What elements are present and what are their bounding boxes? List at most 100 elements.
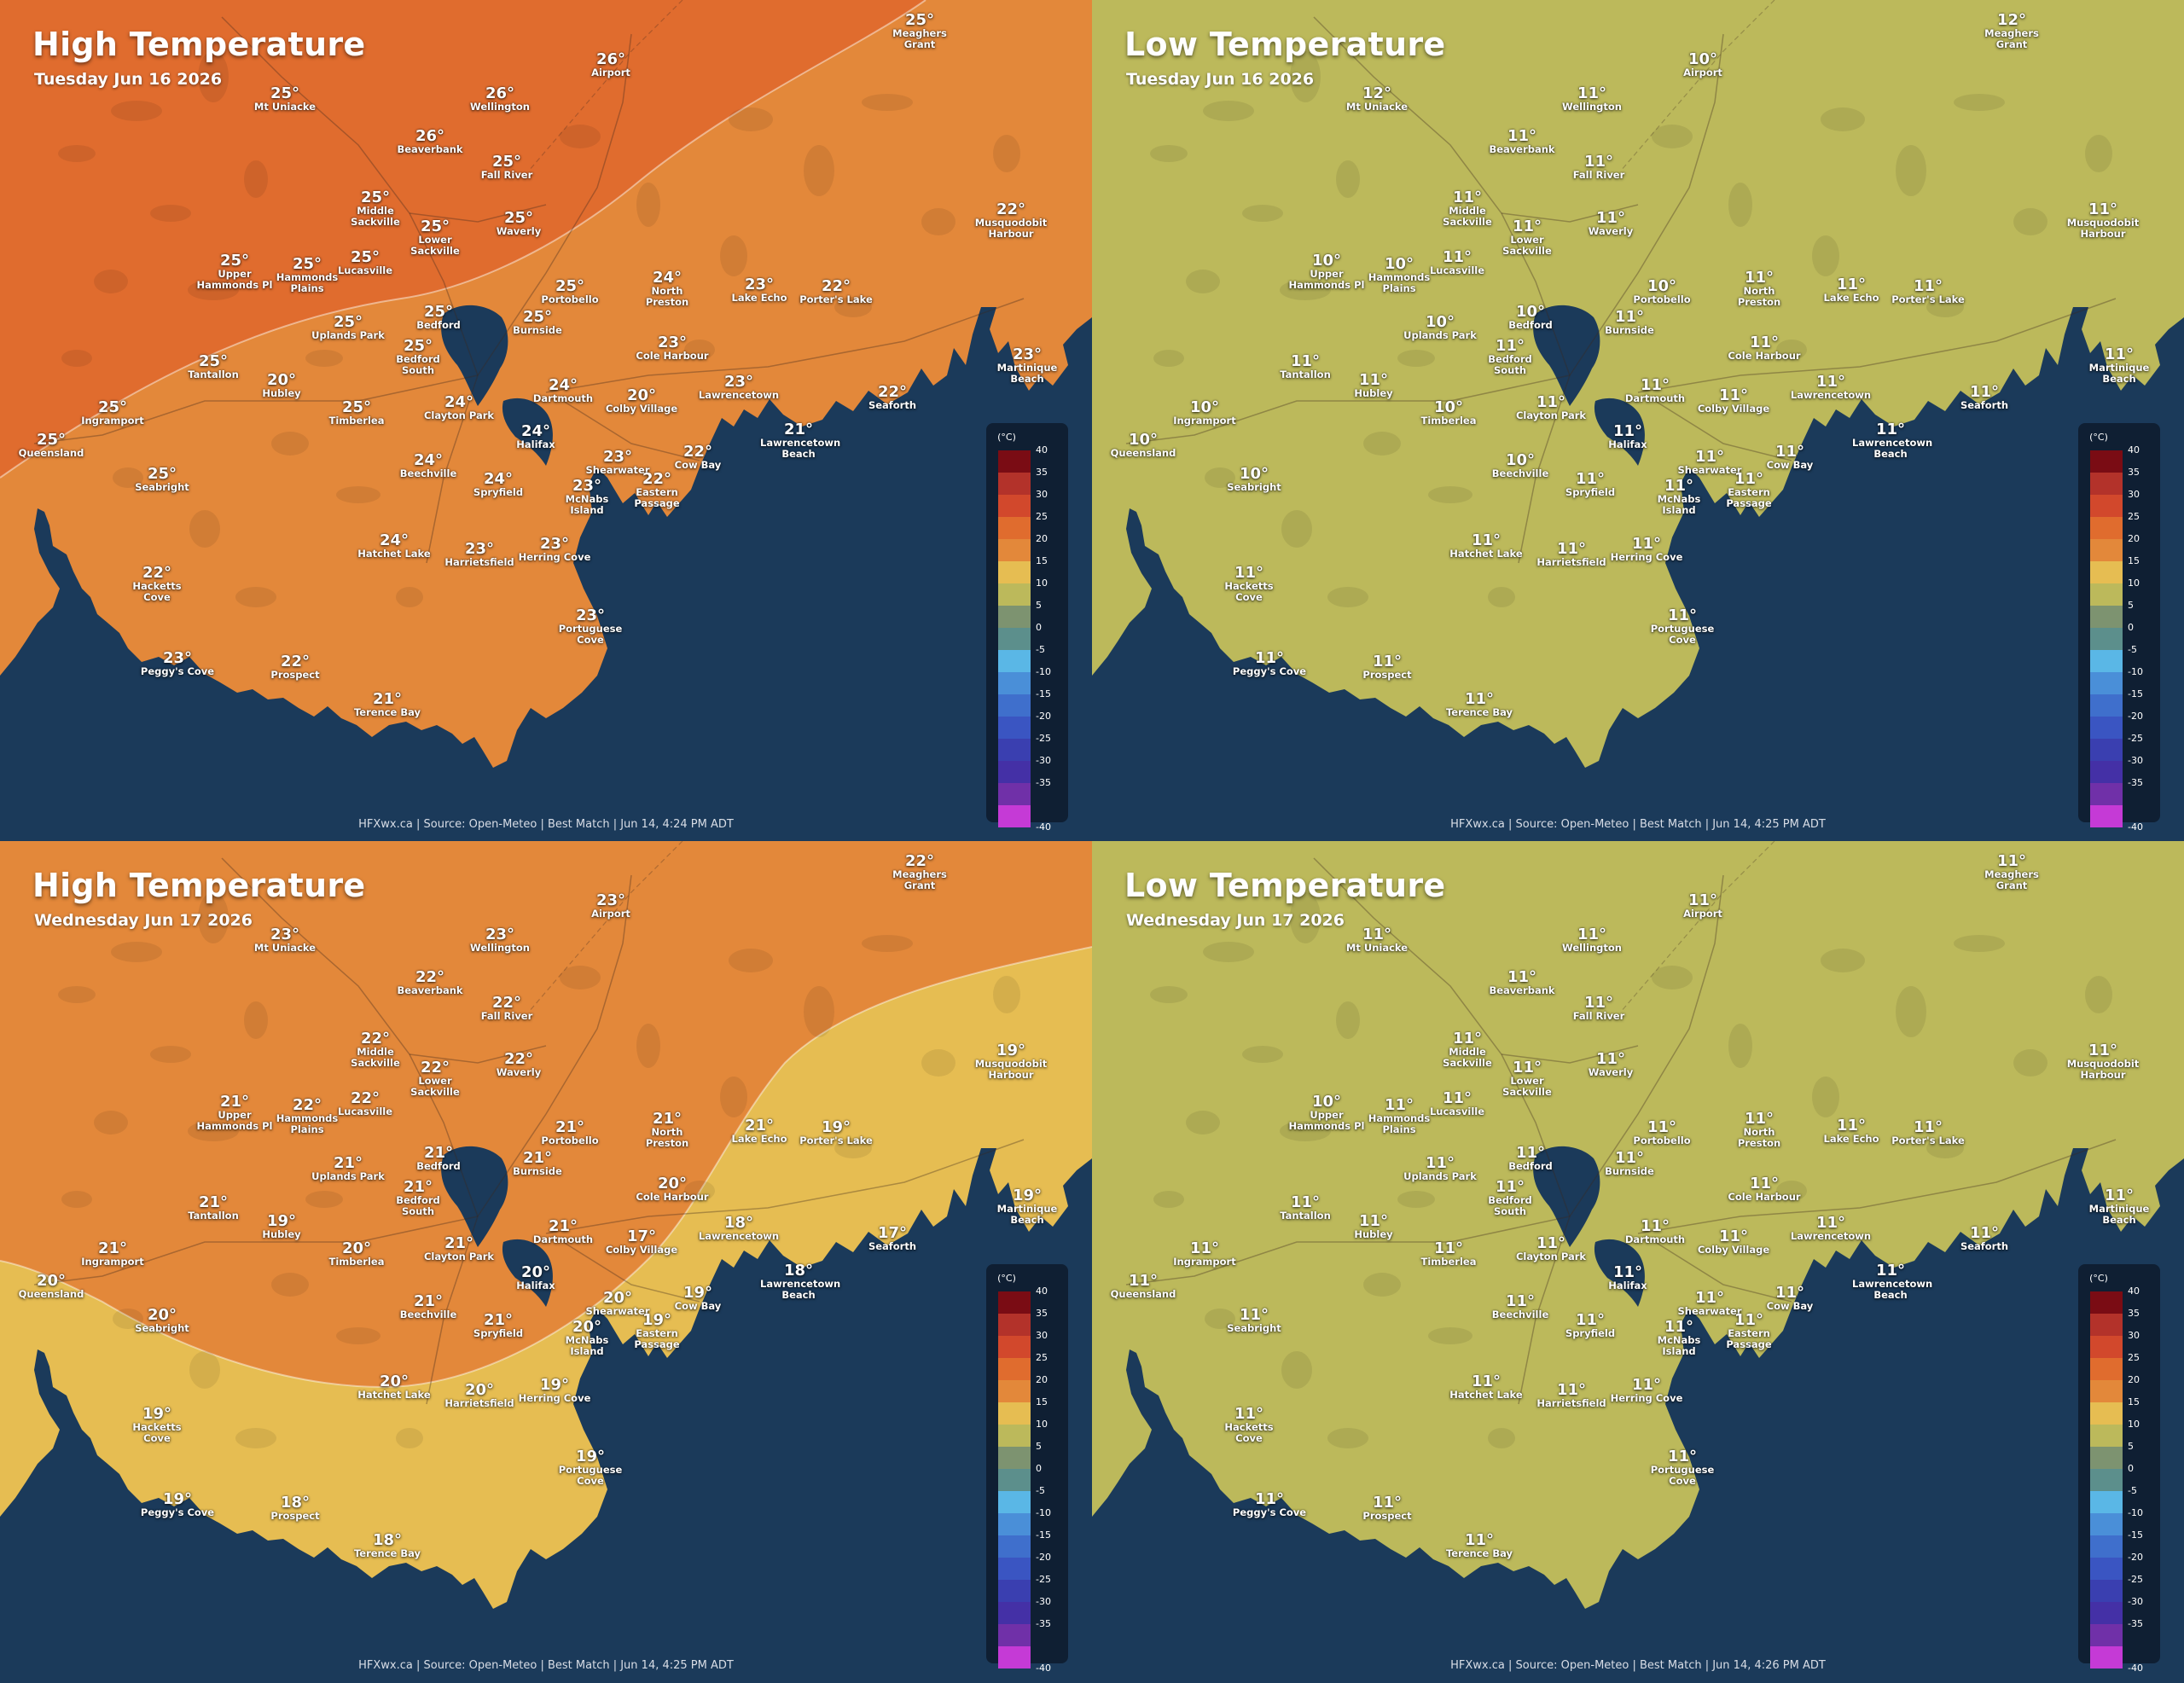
legend-swatch bbox=[998, 473, 1031, 495]
legend-label: 10 bbox=[1036, 1419, 1048, 1430]
legend-label: -30 bbox=[2128, 755, 2143, 766]
legend-swatch bbox=[2090, 717, 2123, 739]
legend-label: 35 bbox=[1036, 467, 1048, 478]
legend-swatch bbox=[998, 1646, 1031, 1668]
map-footer: HFXwx.ca | Source: Open-Meteo | Best Mat… bbox=[1450, 818, 1826, 831]
legend-label: -10 bbox=[2128, 1507, 2143, 1518]
legend-label: 15 bbox=[2128, 1396, 2140, 1407]
legend-swatch bbox=[2090, 606, 2123, 628]
map-panel-p2: Low Temperature Tuesday Jun 16 2026 12° Mea… bbox=[1092, 0, 2184, 841]
map-title: High Temperature bbox=[32, 867, 366, 904]
legend-unit: (°C) bbox=[2089, 1273, 2108, 1284]
legend-swatch bbox=[2090, 761, 2123, 783]
map-base bbox=[1092, 841, 2184, 1682]
legend-swatch bbox=[998, 717, 1031, 739]
legend-swatch bbox=[2090, 495, 2123, 517]
legend-swatch bbox=[998, 1624, 1031, 1646]
legend-label: -15 bbox=[2128, 688, 2143, 699]
legend-swatch bbox=[998, 1425, 1031, 1447]
map-base bbox=[0, 0, 1092, 841]
legend-label: -35 bbox=[2128, 1618, 2143, 1629]
legend-swatch bbox=[998, 1358, 1031, 1380]
legend-label: 35 bbox=[2128, 467, 2140, 478]
legend-swatch bbox=[998, 1402, 1031, 1425]
legend-label: 30 bbox=[1036, 1330, 1048, 1341]
legend-label: 35 bbox=[2128, 1308, 2140, 1319]
legend-label: 20 bbox=[1036, 533, 1048, 544]
legend-swatch bbox=[998, 1580, 1031, 1602]
legend-swatch bbox=[998, 1314, 1031, 1336]
map-date: Tuesday Jun 16 2026 bbox=[34, 70, 223, 89]
legend-swatch bbox=[998, 1447, 1031, 1469]
legend-swatch bbox=[2090, 1580, 2123, 1602]
legend-swatch bbox=[998, 606, 1031, 628]
temperature-legend: (°C) 40 35 30 25 20 15 10 5 0 -5 -10 -15 -20 -25 -30 -35… bbox=[2078, 423, 2160, 833]
legend-swatch bbox=[998, 1469, 1031, 1491]
legend-swatch bbox=[2090, 1535, 2123, 1558]
legend-swatch bbox=[2090, 1314, 2123, 1336]
legend-label: 30 bbox=[2128, 1330, 2140, 1341]
legend-swatch bbox=[998, 539, 1031, 561]
legend-label: -15 bbox=[2128, 1529, 2143, 1541]
map-panel-p3: High Temperature Wednesday Jun 17 2026 22°… bbox=[0, 841, 1092, 1682]
map-base bbox=[0, 841, 1092, 1682]
legend-swatch bbox=[998, 1380, 1031, 1402]
legend-swatch bbox=[2090, 1447, 2123, 1469]
legend-swatch bbox=[998, 1558, 1031, 1580]
legend-label: 20 bbox=[2128, 533, 2140, 544]
legend-swatch bbox=[2090, 1425, 2123, 1447]
map-title: Low Temperature bbox=[1124, 26, 1446, 63]
legend-label: 0 bbox=[2128, 622, 2134, 633]
legend-swatch bbox=[2090, 783, 2123, 805]
legend-label: -20 bbox=[2128, 711, 2143, 722]
legend-swatch bbox=[2090, 539, 2123, 561]
legend-swatch bbox=[2090, 1336, 2123, 1358]
legend-label: -35 bbox=[2128, 777, 2143, 788]
legend-label: 0 bbox=[2128, 1463, 2134, 1474]
legend-swatch bbox=[998, 583, 1031, 606]
legend-swatch bbox=[2090, 1602, 2123, 1624]
legend-label: 30 bbox=[2128, 489, 2140, 500]
legend-label: 10 bbox=[2128, 1419, 2140, 1430]
temperature-legend: (°C) 40 35 30 25 20 15 10 5 0 -5 -10 -15 -20 -25 -30 -35… bbox=[2078, 1264, 2160, 1674]
legend-label: 15 bbox=[2128, 555, 2140, 566]
legend-label: 15 bbox=[1036, 555, 1048, 566]
legend-swatch bbox=[2090, 694, 2123, 717]
legend-swatch bbox=[2090, 1402, 2123, 1425]
legend-swatch bbox=[998, 1535, 1031, 1558]
map-panel-p1: High Temperature Tuesday Jun 16 2026 25° Me… bbox=[0, 0, 1092, 841]
legend-label: 0 bbox=[1036, 622, 1042, 633]
legend-label: -15 bbox=[1036, 1529, 1051, 1541]
legend-swatch bbox=[998, 495, 1031, 517]
legend-swatch bbox=[2090, 739, 2123, 761]
map-date: Wednesday Jun 17 2026 bbox=[1126, 911, 1345, 930]
legend-label: -5 bbox=[1036, 1485, 1045, 1496]
legend-label: 20 bbox=[1036, 1374, 1048, 1385]
temperature-legend: (°C) 40 35 30 25 20 15 10 5 0 -5 -10 -15 -20 -25 -30 -35… bbox=[986, 423, 1068, 833]
legend-unit: (°C) bbox=[2089, 432, 2108, 443]
legend-swatch bbox=[2090, 628, 2123, 650]
legend-label: -10 bbox=[1036, 1507, 1051, 1518]
map-title: Low Temperature bbox=[1124, 867, 1446, 904]
legend-swatch bbox=[2090, 1358, 2123, 1380]
legend-label: -10 bbox=[1036, 666, 1051, 677]
legend-label: -25 bbox=[2128, 1574, 2143, 1585]
legend-label: 5 bbox=[2128, 600, 2134, 611]
legend-label: -35 bbox=[1036, 1618, 1051, 1629]
legend-label: -20 bbox=[1036, 711, 1051, 722]
map-date: Tuesday Jun 16 2026 bbox=[1126, 70, 1315, 89]
legend-label: 0 bbox=[1036, 1463, 1042, 1474]
legend-label: 20 bbox=[2128, 1374, 2140, 1385]
legend-label: 10 bbox=[2128, 577, 2140, 589]
legend-label: -25 bbox=[2128, 733, 2143, 744]
legend-swatch bbox=[998, 805, 1031, 827]
legend-swatch bbox=[2090, 805, 2123, 827]
legend-label: 10 bbox=[1036, 577, 1048, 589]
legend-label: -20 bbox=[2128, 1552, 2143, 1563]
legend-label: 40 bbox=[2128, 1285, 2140, 1297]
legend-swatch bbox=[998, 517, 1031, 539]
legend-swatch bbox=[2090, 1646, 2123, 1668]
legend-swatch bbox=[2090, 1380, 2123, 1402]
map-footer: HFXwx.ca | Source: Open-Meteo | Best Mat… bbox=[358, 818, 734, 831]
